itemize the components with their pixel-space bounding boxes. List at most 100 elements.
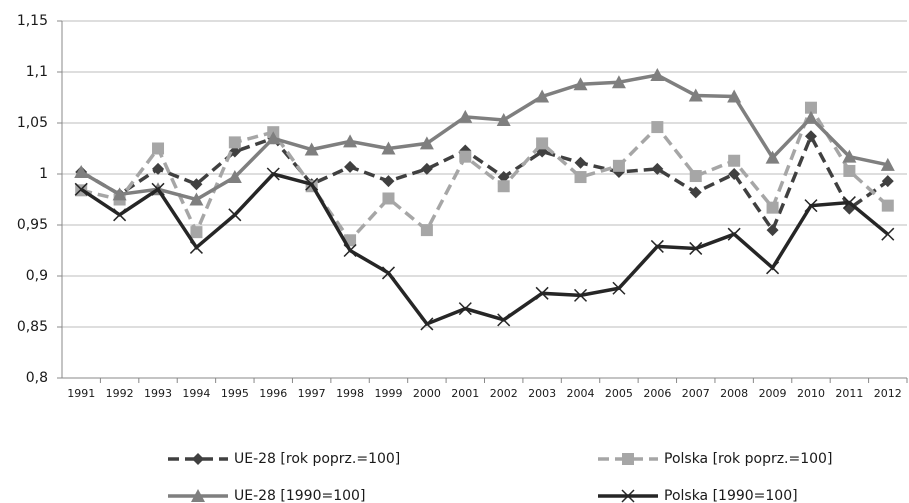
legend-label: UE-28 [1990=100]: [234, 488, 365, 503]
marker: [611, 75, 626, 89]
marker: [496, 112, 511, 126]
x-tick-label: 1994: [182, 387, 210, 400]
y-tick-label: 1,15: [17, 13, 48, 29]
marker: [766, 224, 779, 237]
marker: [880, 157, 895, 171]
marker: [766, 201, 779, 214]
marker: [843, 164, 856, 177]
marker: [727, 89, 742, 103]
marker: [192, 453, 204, 465]
marker: [458, 109, 473, 123]
marker: [766, 261, 780, 275]
y-tick-label: 1,05: [17, 115, 48, 131]
x-tick-label: 2009: [759, 387, 787, 400]
marker: [190, 226, 203, 239]
x-tick-label: 2006: [643, 387, 671, 400]
marker: [228, 208, 242, 222]
marker: [535, 286, 549, 300]
x-tick-label: 2003: [528, 387, 556, 400]
marker: [574, 171, 587, 184]
marker: [804, 130, 817, 143]
marker: [574, 156, 587, 169]
marker: [381, 266, 396, 280]
marker: [420, 317, 434, 331]
x-tick-label: 2012: [874, 387, 902, 400]
marker: [305, 177, 319, 191]
marker: [651, 121, 664, 134]
marker: [190, 178, 203, 191]
x-tick-label: 2007: [682, 387, 710, 400]
marker: [420, 162, 433, 175]
marker: [622, 453, 634, 465]
legend-label: UE-28 [rok poprz.=100]: [234, 451, 400, 467]
x-tick-label: 2010: [797, 387, 825, 400]
marker: [151, 182, 165, 196]
marker: [689, 170, 702, 183]
marker: [304, 142, 319, 156]
x-tick-label: 2004: [567, 387, 595, 400]
x-tick-label: 2000: [413, 387, 441, 400]
marker: [881, 227, 895, 241]
x-tick-label: 1999: [374, 387, 402, 400]
marker: [382, 175, 395, 188]
marker: [651, 162, 664, 175]
marker: [497, 313, 511, 327]
y-tick-label: 0,9: [26, 268, 48, 284]
marker: [804, 199, 818, 213]
series-line: [80, 132, 889, 234]
x-tick-label: 1993: [144, 387, 172, 400]
marker: [650, 68, 665, 82]
marker: [74, 164, 89, 178]
marker: [728, 168, 741, 180]
marker: [497, 180, 510, 193]
marker: [152, 142, 165, 155]
x-tick-label: 1997: [298, 387, 326, 400]
x-tick-label: 2001: [451, 387, 479, 400]
marker: [650, 239, 664, 253]
x-tick-label: 2005: [605, 387, 633, 400]
marker: [621, 489, 635, 503]
marker: [228, 136, 241, 149]
x-tick-label: 2011: [835, 387, 863, 400]
y-tick-label: 0,8: [26, 370, 48, 386]
marker: [573, 288, 588, 302]
marker: [228, 145, 241, 158]
y-tick-label: 1: [39, 166, 48, 182]
marker: [113, 208, 127, 222]
marker: [765, 150, 780, 164]
x-tick-label: 1996: [259, 387, 287, 400]
marker: [459, 150, 472, 163]
y-tick-label: 0,95: [17, 217, 48, 233]
marker: [343, 134, 358, 148]
marker: [343, 243, 357, 258]
marker: [535, 89, 550, 103]
marker: [689, 241, 703, 255]
marker: [382, 192, 395, 205]
legend-label: Polska [1990=100]: [664, 488, 798, 503]
marker: [727, 227, 741, 241]
series-line: [80, 73, 889, 202]
series-line: [80, 172, 889, 327]
marker: [881, 175, 894, 188]
y-tick-label: 0,85: [17, 319, 48, 335]
marker: [189, 192, 204, 206]
marker: [689, 186, 702, 199]
marker: [266, 167, 280, 181]
marker: [74, 182, 88, 196]
x-tick-label: 2008: [720, 387, 748, 400]
marker: [536, 137, 549, 150]
marker: [573, 77, 588, 91]
x-tick-label: 1995: [221, 387, 249, 400]
marker: [381, 141, 396, 155]
marker: [112, 187, 127, 201]
x-tick-label: 1998: [336, 387, 364, 400]
marker: [728, 154, 741, 167]
marker: [881, 199, 894, 212]
marker: [189, 240, 203, 254]
marker: [344, 160, 357, 173]
y-tick-label: 1,1: [26, 64, 48, 80]
marker: [419, 136, 434, 150]
x-tick-label: 1991: [67, 387, 95, 400]
marker: [688, 88, 703, 102]
